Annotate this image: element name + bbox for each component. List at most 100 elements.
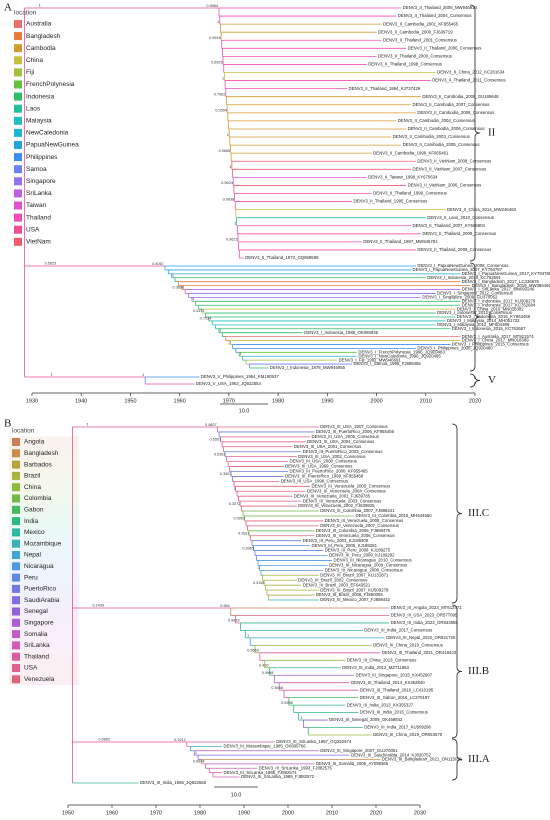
axis-tick-label: 1970 bbox=[150, 810, 162, 816]
leaf-label: DENV3_I_Singapore_2009_GU370052 bbox=[422, 295, 498, 300]
leaf-label: DENV3_II_Thailand_2007_KY586804 bbox=[413, 223, 486, 228]
legend-label: Singapore bbox=[24, 620, 54, 627]
axis-tick-label: 2010 bbox=[420, 398, 432, 404]
axis-tick-label: 1940 bbox=[75, 398, 87, 404]
legend-bg bbox=[9, 493, 79, 505]
legend-swatch bbox=[12, 607, 20, 616]
support-value: 0.6351 bbox=[214, 452, 226, 456]
legend-label: FrenchPolynesia bbox=[26, 81, 75, 88]
legend-label: Barbados bbox=[24, 461, 53, 468]
support-value: 0.9624 bbox=[221, 181, 233, 185]
support-value: 0.3955 bbox=[242, 546, 254, 550]
leaf-label: DENV3_I_Malaysia_2012_MF004386 bbox=[437, 322, 510, 327]
axis-tick-label: 1960 bbox=[106, 810, 118, 816]
legend-bg bbox=[9, 606, 79, 618]
leaf-label: DENV3_III_India_1966_JQ922555 bbox=[140, 780, 207, 785]
leaf-label: DENV3_I_FrenchPolynesia_1996_JQ920483 bbox=[358, 349, 445, 354]
support-value: 1 bbox=[219, 328, 221, 332]
support-value: 0.9212 bbox=[174, 738, 186, 742]
legend-label: Philippines bbox=[26, 154, 58, 161]
leaf-label: DENV3_III_SriLanka_1993_FJ882575 bbox=[259, 765, 333, 770]
legend-swatch bbox=[14, 237, 22, 246]
leaf-label: DENV3_III_Venezuela_2001_FJ639785 bbox=[294, 493, 371, 498]
support-value: 1 bbox=[172, 274, 174, 278]
leaf-label: DENV3_I_Indonesia_2016_KY863456 bbox=[457, 314, 531, 319]
legend-label: Malaysia bbox=[26, 118, 52, 125]
legend-swatch bbox=[14, 116, 22, 125]
clade-bracket bbox=[451, 423, 463, 604]
support-value: 1 bbox=[142, 373, 144, 377]
legend-label: China bbox=[24, 484, 41, 491]
legend-swatch bbox=[12, 438, 20, 446]
legend-swatch bbox=[14, 177, 22, 186]
support-value: 0.5068 bbox=[271, 686, 283, 690]
leaf-label: DENV3_II_Cambodia_2006_Consensus bbox=[408, 126, 485, 131]
clade-bracket bbox=[451, 738, 463, 781]
legend-bg bbox=[9, 662, 79, 674]
support-value: 0.9984 bbox=[206, 4, 218, 8]
clade-bracket bbox=[451, 604, 463, 739]
support-value: 0.9938 bbox=[281, 701, 293, 705]
support-value: 1 bbox=[51, 373, 53, 377]
leaf-label: DENV3_III_Venezuela_2005_Consensus bbox=[312, 483, 391, 488]
legend-swatch bbox=[12, 618, 20, 627]
axis-tick-label: 1990 bbox=[238, 810, 250, 816]
legend-swatch bbox=[12, 573, 20, 582]
leaf-label: DENV3_III_Thailand_2016_LC410195 bbox=[360, 687, 434, 692]
support-value: 0.9998 bbox=[262, 671, 274, 675]
leaf-label: DENV3_III_India_2013_KX355327 bbox=[347, 702, 414, 707]
support-value: 1 bbox=[39, 4, 41, 8]
leaf-label: DENV3_III_Nicaragua_2008_Consensus bbox=[325, 567, 403, 572]
legend-swatch bbox=[12, 630, 20, 639]
leaf-label: DENV3_III_PuertoRico_2003_Consensus bbox=[303, 449, 383, 454]
leaf-label: DENV3_III_USA_1998_Consensus bbox=[281, 479, 348, 484]
clade-label: III.C bbox=[468, 507, 489, 519]
leaf-label: DENV3_I_Australia_2017_MT921574 bbox=[462, 334, 535, 339]
leaf-label: DENV3_III_SriLanka_1989_FJ882572 bbox=[241, 774, 315, 779]
support-value: 0.4067 bbox=[152, 262, 164, 266]
support-value: 1 bbox=[227, 133, 229, 137]
leaf-label: DENV3_I_Fiji_1992_MW946691 bbox=[339, 357, 402, 362]
leaf-label: DENV3_III_Bangladesh_2021_ON115021 bbox=[382, 757, 463, 762]
legend-label: Nicaragua bbox=[24, 563, 54, 570]
leaf-label: DENV3_II_China_2012_KC261634 bbox=[437, 70, 505, 75]
leaf-label: DENV3_I_Indonesia_1978_MW946955 bbox=[270, 365, 346, 370]
legend-bg bbox=[9, 436, 79, 448]
legend-bg bbox=[9, 504, 79, 516]
legend-swatch bbox=[14, 128, 22, 137]
clade-bracket bbox=[469, 4, 481, 262]
panel-label: A bbox=[4, 2, 12, 14]
leaf-label: DENV3_II_VietNam_2008_Consensus bbox=[417, 158, 491, 163]
legend-label: PapuaNewGuinea bbox=[26, 142, 79, 149]
leaf-label: DENV3_I_Samoa_1995_FJ898456 bbox=[353, 361, 421, 366]
leaf-label: DENV3_II_Thailand_2006_Consensus bbox=[408, 45, 482, 50]
legend-swatch bbox=[12, 551, 20, 559]
leaf-label: DENV3_II_Cambodia_2009_GU189648 bbox=[422, 94, 499, 99]
leaf-label: DENV3_II_Thailand_2005_MW946914 bbox=[403, 5, 478, 10]
support-value: 0.9994 bbox=[193, 760, 205, 764]
leaf-label: DENV3_III_Singapore_2007_GU370051 bbox=[320, 748, 398, 753]
leaf-label: DENV3_III_Peru_2008_KJ189275 bbox=[325, 548, 391, 553]
support-value: 1 bbox=[192, 297, 194, 301]
legend-swatch bbox=[12, 584, 20, 593]
support-value: 0.6551 bbox=[209, 438, 221, 442]
legend-bg bbox=[9, 572, 79, 584]
leaf-label: DENV3_III_India_2012_MZ711863 bbox=[342, 665, 409, 670]
leaf-label: DENV3_III_Peru_2003_KJ189306 bbox=[303, 538, 369, 543]
support-value: 0.9929 bbox=[228, 619, 240, 623]
leaf-label: DENV3_I_Indonesia_1985_OK060935 bbox=[304, 330, 378, 335]
leaf-label: DENV3_III_USA_2005_Consensus bbox=[312, 434, 379, 439]
clade-bracket bbox=[469, 262, 481, 372]
scale-label: 10.0 bbox=[239, 408, 250, 414]
leaf-label: DENV3_I_Malaysia_2014_MH051732 bbox=[447, 318, 520, 323]
leaf-label: DENV3_III_Angola_2023_MT613771 bbox=[391, 605, 463, 610]
leaf-label: DENV3_III_Venezuela_2008_Consensus bbox=[325, 518, 404, 523]
legend-label: SaudiArabia bbox=[24, 597, 60, 604]
support-value: 1 bbox=[229, 165, 231, 169]
leaf-label: DENV3_II_Thailand_1997_MW946791 bbox=[363, 239, 438, 244]
legend-swatch bbox=[14, 68, 22, 77]
leaf-label: DENV3_II_Taiwan_1998_KY670634 bbox=[368, 174, 438, 179]
legend-swatch bbox=[12, 539, 20, 548]
axis-tick-label: 1990 bbox=[321, 398, 333, 404]
legend-title: location bbox=[12, 428, 35, 435]
